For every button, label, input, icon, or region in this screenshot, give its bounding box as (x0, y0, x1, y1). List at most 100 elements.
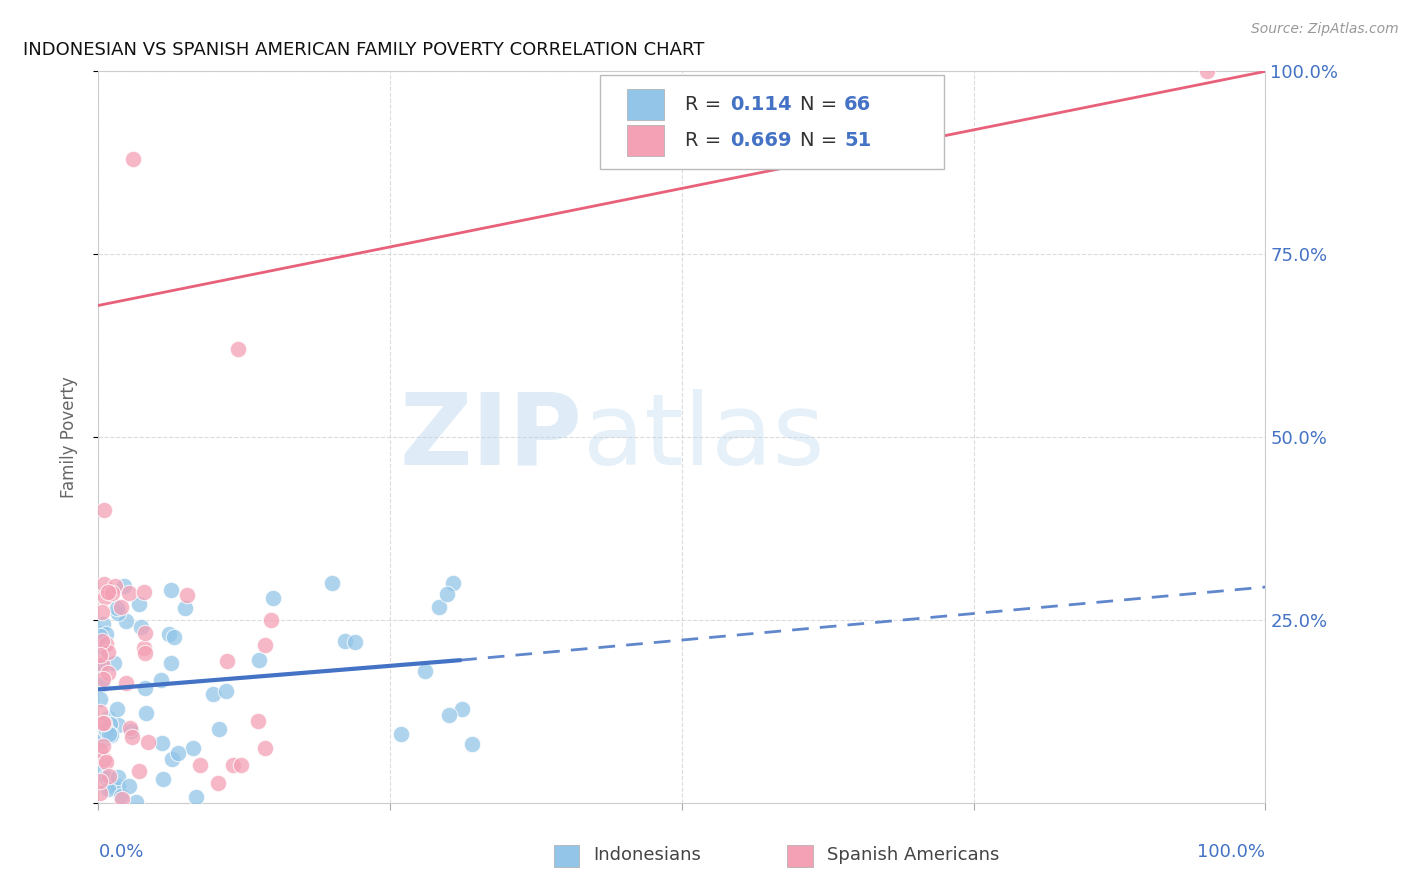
Text: N =: N = (800, 95, 844, 114)
Text: 51: 51 (844, 131, 872, 151)
Point (321, 576, 343, 591)
Point (181, 741, 204, 756)
Point (103, 780, 125, 794)
Point (105, 601, 128, 615)
Point (120, 721, 142, 735)
Bar (627, 89, 665, 120)
Text: 0.669: 0.669 (730, 131, 792, 151)
Point (188, 757, 211, 772)
Point (97, 665, 120, 680)
Point (107, 717, 129, 731)
Point (89, 629, 111, 643)
Point (451, 702, 474, 716)
Point (89, 706, 111, 720)
Point (128, 764, 150, 778)
Point (207, 776, 229, 790)
Point (215, 684, 238, 698)
Point (159, 656, 181, 670)
Point (246, 714, 269, 728)
Point (97, 585, 120, 599)
Point (134, 681, 156, 695)
Point (1195, 64, 1218, 78)
Text: 66: 66 (844, 95, 872, 114)
Point (247, 653, 270, 667)
Point (121, 730, 143, 744)
Point (222, 758, 245, 772)
Point (254, 740, 277, 755)
Point (94, 626, 117, 640)
Text: 100.0%: 100.0% (1198, 843, 1265, 861)
Point (184, 790, 207, 805)
Text: Source: ZipAtlas.com: Source: ZipAtlas.com (1251, 22, 1399, 37)
Point (260, 613, 283, 627)
Bar (554, 846, 579, 867)
Point (160, 582, 183, 597)
Point (104, 579, 127, 593)
Point (134, 646, 156, 660)
Point (89, 692, 111, 706)
Point (91, 739, 114, 754)
Point (231, 758, 253, 772)
Point (207, 723, 229, 737)
Point (107, 780, 129, 794)
Text: INDONESIAN VS SPANISH AMERICAN FAMILY POVERTY CORRELATION CHART: INDONESIAN VS SPANISH AMERICAN FAMILY PO… (22, 41, 704, 59)
Point (89, 774, 111, 789)
Point (91, 636, 114, 650)
Point (118, 586, 141, 600)
Point (89, 743, 111, 757)
Bar (627, 126, 665, 156)
Point (94, 591, 117, 605)
Point (96, 637, 118, 651)
Point (157, 626, 180, 640)
Point (97, 727, 120, 741)
Point (93, 716, 115, 731)
Point (90, 659, 112, 673)
Text: Indonesians: Indonesians (593, 847, 702, 864)
Point (94, 723, 117, 738)
Point (91, 716, 114, 731)
Point (134, 585, 156, 599)
Point (134, 626, 156, 640)
Point (93, 616, 115, 631)
Point (436, 587, 458, 601)
Point (105, 702, 128, 716)
Point (94, 770, 117, 784)
FancyBboxPatch shape (600, 75, 945, 169)
Point (93, 576, 115, 591)
Point (91, 640, 114, 654)
Point (228, 343, 250, 357)
Text: 0.114: 0.114 (730, 95, 792, 114)
Point (91, 634, 114, 648)
Text: R =: R = (685, 95, 728, 114)
Point (97, 769, 120, 783)
Point (125, 795, 148, 809)
Point (94, 755, 117, 769)
Point (389, 727, 412, 741)
Point (93, 672, 115, 686)
Point (89, 764, 111, 779)
Bar (787, 846, 813, 867)
Text: R =: R = (685, 131, 728, 151)
Text: 0.0%: 0.0% (98, 843, 143, 861)
Point (152, 772, 174, 786)
Point (413, 664, 436, 678)
Point (115, 614, 138, 628)
Point (441, 575, 464, 590)
Point (97, 645, 120, 659)
Point (173, 600, 195, 615)
Point (217, 654, 239, 668)
Point (128, 597, 150, 611)
Text: atlas: atlas (582, 389, 824, 485)
Point (91, 636, 114, 650)
Point (111, 792, 134, 806)
Point (112, 579, 135, 593)
Point (103, 656, 125, 670)
Point (254, 638, 277, 652)
Point (91, 605, 114, 619)
Point (118, 779, 141, 793)
Point (437, 708, 460, 723)
Point (97, 781, 120, 796)
Text: Spanish Americans: Spanish Americans (827, 847, 1000, 864)
Y-axis label: Family Poverty: Family Poverty (59, 376, 77, 498)
Point (160, 752, 183, 766)
